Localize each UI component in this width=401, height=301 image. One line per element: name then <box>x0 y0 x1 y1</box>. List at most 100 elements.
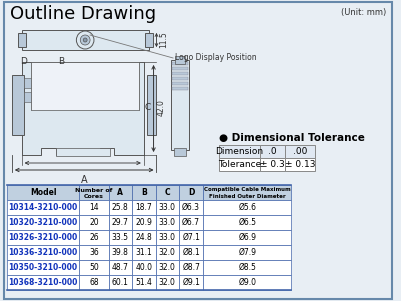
Bar <box>175 56 185 64</box>
Bar <box>156 275 179 290</box>
Bar <box>31 62 139 110</box>
Bar <box>132 275 156 290</box>
Bar <box>7 185 79 200</box>
Text: D: D <box>20 57 27 66</box>
Bar <box>203 185 291 200</box>
Text: 20.9: 20.9 <box>136 218 152 227</box>
Text: Ø8.5: Ø8.5 <box>238 263 256 272</box>
Text: 10336-3210-000: 10336-3210-000 <box>8 248 78 257</box>
Text: 10326-3210-000: 10326-3210-000 <box>8 233 78 242</box>
Text: Ø9.1: Ø9.1 <box>182 278 200 287</box>
Bar <box>179 245 203 260</box>
Bar <box>7 230 79 245</box>
Bar <box>203 275 291 290</box>
Bar <box>22 30 149 50</box>
Bar <box>174 148 186 156</box>
Circle shape <box>76 31 94 49</box>
Bar <box>203 260 291 275</box>
Bar <box>79 200 109 215</box>
Text: Ø6.7: Ø6.7 <box>182 218 200 227</box>
Bar <box>172 87 188 90</box>
Bar <box>12 75 24 135</box>
Bar <box>132 230 156 245</box>
Bar <box>109 275 132 290</box>
Text: Ø7.9: Ø7.9 <box>238 248 256 257</box>
Text: Tolerance: Tolerance <box>218 160 261 169</box>
Text: 26: 26 <box>89 233 99 242</box>
Bar <box>179 185 203 200</box>
Text: Cores: Cores <box>84 194 104 198</box>
Text: B: B <box>141 188 147 197</box>
Bar <box>171 60 189 150</box>
Text: 33.5: 33.5 <box>112 233 129 242</box>
Bar <box>156 230 179 245</box>
Bar <box>30 72 47 75</box>
Bar <box>30 68 47 71</box>
Bar <box>30 76 47 79</box>
Bar <box>79 185 109 200</box>
Text: 32.0: 32.0 <box>159 278 176 287</box>
Bar <box>156 245 179 260</box>
Text: 68: 68 <box>89 278 99 287</box>
Bar <box>260 145 286 158</box>
Bar <box>7 200 79 215</box>
Text: Ø9.0: Ø9.0 <box>238 278 256 287</box>
Text: 42.0: 42.0 <box>156 100 166 116</box>
Text: 36: 36 <box>89 248 99 257</box>
Text: 10314-3210-000: 10314-3210-000 <box>8 203 78 212</box>
Text: C: C <box>144 104 151 113</box>
Bar <box>30 64 47 67</box>
Text: 50: 50 <box>89 263 99 272</box>
Bar <box>51 75 80 100</box>
Text: Ø6.5: Ø6.5 <box>238 218 256 227</box>
Text: 51.4: 51.4 <box>136 278 152 287</box>
Bar <box>172 77 188 80</box>
Text: Finished Outer Diameter: Finished Outer Diameter <box>209 194 286 198</box>
Text: 33.0: 33.0 <box>159 218 176 227</box>
Bar <box>203 215 291 230</box>
Text: A: A <box>117 188 123 197</box>
Bar <box>132 260 156 275</box>
Bar <box>79 230 109 245</box>
Bar <box>18 33 26 47</box>
Bar <box>203 200 291 215</box>
Text: Ø8.7: Ø8.7 <box>182 263 200 272</box>
Text: (Unit: mm): (Unit: mm) <box>341 8 386 17</box>
Text: 20: 20 <box>89 218 99 227</box>
Bar <box>79 215 109 230</box>
Bar <box>179 275 203 290</box>
Text: ± 0.13: ± 0.13 <box>285 160 315 169</box>
Text: Model: Model <box>30 188 57 197</box>
Bar <box>109 230 132 245</box>
Bar <box>7 275 79 290</box>
Bar <box>286 145 315 158</box>
Bar <box>109 215 132 230</box>
Bar <box>132 245 156 260</box>
Text: 39.8: 39.8 <box>112 248 129 257</box>
Bar <box>132 185 156 200</box>
Bar <box>79 275 109 290</box>
Text: 48.7: 48.7 <box>112 263 129 272</box>
Bar <box>132 200 156 215</box>
Text: ± 0.3: ± 0.3 <box>260 160 285 169</box>
Bar <box>260 158 286 171</box>
Text: .00: .00 <box>293 147 307 156</box>
Text: 18.7: 18.7 <box>136 203 152 212</box>
Bar <box>109 245 132 260</box>
Text: Ø8.1: Ø8.1 <box>182 248 200 257</box>
Text: 32.0: 32.0 <box>159 263 176 272</box>
Text: 33.0: 33.0 <box>159 233 176 242</box>
Text: D: D <box>188 188 194 197</box>
Text: 11.5: 11.5 <box>160 32 168 48</box>
Bar <box>172 72 188 75</box>
Bar <box>109 260 132 275</box>
Bar <box>172 82 188 85</box>
Bar <box>179 215 203 230</box>
Bar <box>56 148 109 156</box>
Text: Ø6.9: Ø6.9 <box>238 233 256 242</box>
Text: 31.1: 31.1 <box>136 248 152 257</box>
Text: 10320-3210-000: 10320-3210-000 <box>8 218 78 227</box>
Circle shape <box>80 35 90 45</box>
Bar <box>156 215 179 230</box>
Bar <box>109 200 132 215</box>
